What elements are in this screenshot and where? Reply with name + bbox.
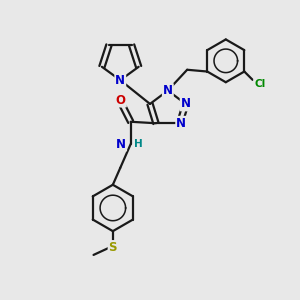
- Text: O: O: [116, 94, 126, 106]
- Text: N: N: [181, 98, 191, 110]
- Text: Cl: Cl: [254, 79, 266, 89]
- Text: H: H: [134, 139, 142, 149]
- Text: N: N: [115, 74, 125, 87]
- Text: N: N: [176, 117, 186, 130]
- Text: N: N: [163, 84, 173, 97]
- Text: S: S: [109, 241, 117, 254]
- Text: N: N: [116, 138, 126, 151]
